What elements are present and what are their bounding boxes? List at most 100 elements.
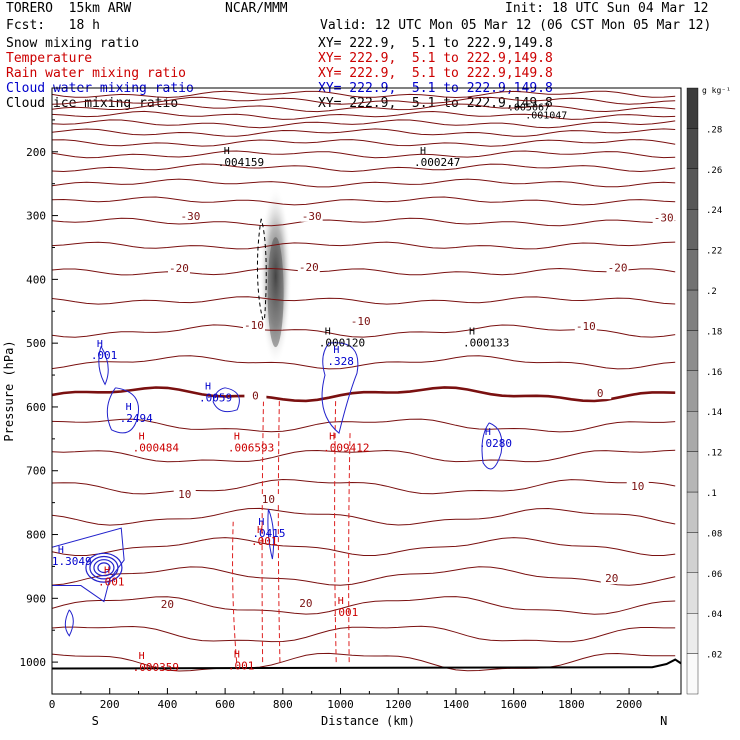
colorbar-tick-label: .1 <box>706 489 717 499</box>
cloud-water-contour <box>52 527 125 603</box>
colorbar-tick-label: .26 <box>706 166 722 176</box>
maximum-h-marker: H <box>205 382 211 393</box>
maximum-value-label: .001 <box>98 575 125 588</box>
center-title: NCAR/MMM <box>225 1 288 16</box>
maximum-value-label: .000484 <box>133 441 180 454</box>
temperature-label-bg <box>242 319 265 331</box>
cloud-water-ring <box>97 562 111 574</box>
colorbar-segment <box>686 411 699 452</box>
init-time: Init: 18 UTC Sun 04 Mar 12 <box>505 1 709 16</box>
maximum-h-marker: H <box>333 345 339 356</box>
x-tick-label: 800 <box>273 698 293 711</box>
isotherm-line <box>52 103 676 113</box>
maximum-h-marker: H <box>104 565 110 576</box>
temperature-label-bg <box>606 262 629 274</box>
cloud-water-contour <box>64 609 74 637</box>
cloud-ice-core <box>267 237 284 348</box>
maximum-h-marker: H <box>420 146 426 157</box>
colorbar-segment <box>686 451 699 493</box>
maximum-h-marker: H <box>257 525 263 536</box>
maximum-h-marker: H <box>329 431 335 442</box>
y-tick-label: 800 <box>26 529 46 542</box>
temperature-label: -10 <box>244 319 264 332</box>
cloud-water-ring <box>93 559 115 577</box>
temperature-label: 0 <box>252 390 259 403</box>
temperature-label-bg <box>173 488 196 500</box>
isotherm-line <box>52 241 676 250</box>
maximum-value-label: .0280 <box>479 437 512 450</box>
colorbar-tick-label: .18 <box>706 327 722 337</box>
colorbar-tick-label: .08 <box>706 529 722 539</box>
isotherm-line <box>52 150 676 159</box>
y-tick-label: 900 <box>26 592 46 605</box>
temperature-label: -10 <box>351 315 371 328</box>
colorbar-segment <box>686 330 699 371</box>
temperature-label-bg <box>652 212 675 224</box>
colorbar-tick-label: .04 <box>706 610 722 620</box>
x-tick-label: 0 <box>49 698 56 711</box>
temperature-label-bg <box>167 263 190 275</box>
temperature-label: 20 <box>161 598 174 611</box>
colorbar-tick-label: .02 <box>706 651 722 661</box>
cloud-water-contour <box>267 508 275 560</box>
maximum-h-marker: H <box>224 146 230 157</box>
model-title: TORERO 15km ARW <box>6 1 132 16</box>
cloud-water-ring <box>85 552 123 583</box>
temperature-label-bg <box>179 210 202 222</box>
isotherm-line <box>52 119 676 129</box>
isotherm-line <box>52 355 676 370</box>
x-tick-label: 600 <box>215 698 235 711</box>
colorbar-segment <box>686 87 699 129</box>
colorbar-tick-label: .28 <box>706 125 722 135</box>
maximum-h-marker: H <box>234 649 240 660</box>
rain-water-contour <box>232 521 238 663</box>
isotherm-line <box>52 507 676 526</box>
temperature-label-bg <box>294 597 317 609</box>
colorbar-segment <box>686 532 699 574</box>
colorbar-tick-label: .24 <box>706 206 722 216</box>
maximum-value-label: .001 <box>332 606 359 619</box>
isotherm-line <box>52 110 676 120</box>
maximum-value-label: .006593 <box>228 441 274 454</box>
isotherm-line <box>52 566 676 586</box>
rain-water-contour <box>277 400 281 663</box>
temperature-label: 10 <box>178 488 191 501</box>
colorbar-segment <box>686 572 699 614</box>
maximum-value-label: .328 <box>327 355 354 368</box>
x-axis-title: Distance (km) <box>321 714 415 728</box>
x-tick-label: 400 <box>157 698 177 711</box>
rain-water-contour <box>261 400 264 663</box>
temperature-label: 0 <box>597 387 604 400</box>
isotherm-line <box>52 386 676 403</box>
cloud-water-contour <box>321 342 359 435</box>
temperature-label-bg <box>349 316 372 328</box>
isotherm-line <box>52 128 676 137</box>
temperature-label-bg <box>300 210 323 222</box>
y-tick-label: 700 <box>26 465 46 478</box>
valid-time: Valid: 12 UTC Mon 05 Mar 12 (06 CST Mon … <box>320 18 712 33</box>
field-xy-temperature: XY= 222.9, 5.1 to 222.9,149.8 <box>318 51 553 66</box>
cloud-water-contour <box>481 422 503 470</box>
y-tick-label: 300 <box>26 210 46 223</box>
maximum-value-label: .0059 <box>199 392 232 405</box>
maximum-h-marker: H <box>58 545 64 556</box>
north-end-label: N <box>660 714 667 728</box>
cloud-ice-shading <box>259 186 292 367</box>
isotherm-line <box>52 449 676 463</box>
isotherm-line <box>52 217 676 227</box>
isotherm-line <box>52 418 676 433</box>
colorbar-segment <box>686 208 699 250</box>
temperature-label: -30 <box>302 210 322 223</box>
isotherm-line <box>52 324 676 338</box>
maximum-h-marker: H <box>469 327 475 338</box>
temperature-label: -20 <box>299 261 319 274</box>
x-tick-label: 1800 <box>558 698 585 711</box>
maximum-value-label: .2494 <box>120 412 153 425</box>
maximum-value-label: .001 <box>228 659 255 672</box>
cloud-water-contour <box>106 387 139 434</box>
colorbar-segment <box>686 168 699 210</box>
x-tick-label: 1200 <box>385 698 412 711</box>
terrain-line <box>52 658 681 670</box>
colorbar-tick-label: .2 <box>706 287 717 297</box>
plot-area <box>52 90 681 672</box>
